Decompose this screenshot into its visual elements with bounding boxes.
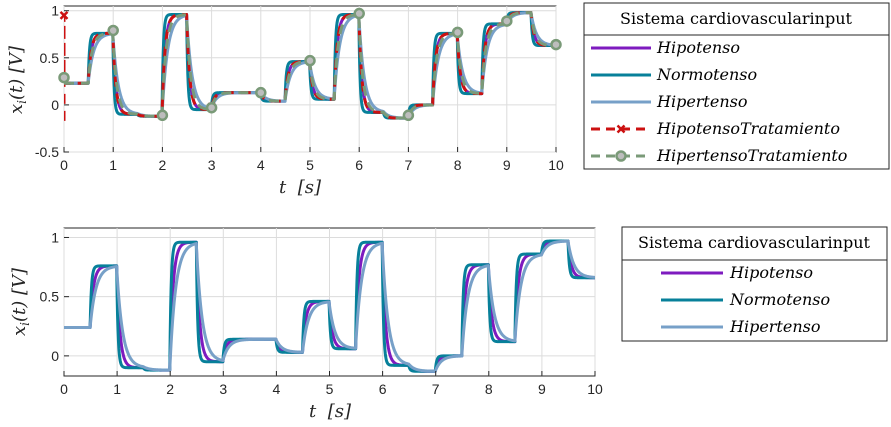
x-tick-label: 0 xyxy=(60,381,68,397)
x-tick-label: 1 xyxy=(113,381,121,397)
legend-entry-Hipotenso: Hipotenso xyxy=(661,263,813,282)
marker-o xyxy=(304,54,316,67)
legend-entry-Normotenso: Normotenso xyxy=(591,65,757,84)
bottom-legend-box xyxy=(621,226,888,342)
legend-entry-Hipertenso: Hipertenso xyxy=(591,92,747,111)
legend-label: Normotenso xyxy=(656,65,757,84)
x-tick-label: 7 xyxy=(405,157,413,173)
marker-o xyxy=(205,101,218,114)
y-tick-label: 0 xyxy=(51,348,59,364)
y-tick-label: -0.5 xyxy=(35,144,59,160)
legend-label: HipotensoTratamiento xyxy=(656,119,840,138)
legend-entry-Hipertenso: Hipertenso xyxy=(661,317,820,336)
x-tick-label: 8 xyxy=(454,157,462,173)
marker-o xyxy=(58,71,70,84)
marker-o xyxy=(451,26,464,39)
x-tick-label: 2 xyxy=(166,381,174,397)
marker-o xyxy=(402,109,415,122)
top-legend-entries: Hipotenso Normotenso Hipertenso HipotensoTr… xyxy=(591,38,847,165)
top-legend: Sistema cardiovascularinput Hipotenso Nor… xyxy=(583,2,890,170)
top-y-ticks: -0.5 0 0.5 1 xyxy=(35,3,69,160)
marker-o xyxy=(107,24,119,37)
marker-o xyxy=(353,7,365,20)
legend-entry-HipotensoTratamiento: HipotensoTratamiento xyxy=(591,119,840,138)
top-y-axis-label: xi(t) [V] xyxy=(6,45,29,114)
bottom-series xyxy=(64,239,595,373)
x-tick-label: 2 xyxy=(159,157,167,173)
x-tick-label: 0 xyxy=(60,157,68,173)
x-tick-label: 9 xyxy=(538,381,546,397)
x-tick-label: 5 xyxy=(306,157,314,173)
bottom-legend-entries: Hipotenso Normotenso Hipertenso xyxy=(661,263,830,336)
top-legend-title: Sistema cardiovascularinput xyxy=(620,9,852,28)
legend-label: Hipertenso xyxy=(729,317,820,336)
legend-entry-Normotenso: Normotenso xyxy=(661,290,830,309)
x-tick-label: 4 xyxy=(257,157,265,173)
bottom-grid xyxy=(63,228,596,376)
top-chart: 0 1 2 3 4 5 6 7 8 9 10 -0.500.51 t [s] xi(t) [V] xyxy=(6,3,564,198)
x-tick-label: 5 xyxy=(326,381,334,397)
marker-o xyxy=(255,86,267,99)
y-tick-label: 0.5 xyxy=(40,50,60,66)
x-tick-label: 8 xyxy=(485,381,493,397)
x-tick-label: 10 xyxy=(548,157,564,173)
legend-entry-Hipotenso: Hipotenso xyxy=(591,38,740,57)
bottom-legend-title: Sistema cardiovascularinput xyxy=(638,233,870,252)
x-tick-label: 3 xyxy=(219,381,227,397)
y-tick-label: 0.5 xyxy=(40,289,60,305)
x-tick-label: 10 xyxy=(587,381,603,397)
x-tick-label: 1 xyxy=(109,157,117,173)
x-tick-label: 6 xyxy=(355,157,363,173)
marker-x xyxy=(59,11,69,20)
bottom-y-ticks: 00.51 xyxy=(40,229,69,364)
legend-label: Hipotenso xyxy=(656,38,740,57)
legend-label: Normotenso xyxy=(729,290,830,309)
y-tick-label: 1 xyxy=(51,229,59,245)
top-legend-box xyxy=(583,2,890,170)
marker-o xyxy=(501,15,513,27)
bottom-x-ticks: 0 1 2 3 4 5 6 7 8 9 10 xyxy=(60,371,603,397)
x-tick-label: 7 xyxy=(432,381,440,397)
marker-o xyxy=(156,109,169,122)
top-x-axis-label: t [s] xyxy=(279,177,322,198)
y-tick-label: 1 xyxy=(51,3,59,19)
legend-entry-HipertensoTratamiento: HipertensoTratamiento xyxy=(591,146,847,165)
bottom-x-axis-label: t [s] xyxy=(309,401,352,422)
x-tick-label: 3 xyxy=(208,157,216,173)
bottom-chart: 0 1 2 3 4 5 6 7 8 9 10 00.51 t [s] xi(t) [V] xyxy=(9,227,603,422)
series-line-Hipertenso xyxy=(64,239,595,373)
x-tick-label: 9 xyxy=(503,157,511,173)
top-series xyxy=(58,7,562,122)
legend-label: Hipotenso xyxy=(729,263,813,282)
bottom-y-axis-label: xi(t) [V] xyxy=(9,267,32,336)
legend-label: HipertensoTratamiento xyxy=(656,146,847,165)
bottom-legend: Sistema cardiovascularinput Hipotenso Nor… xyxy=(621,226,888,342)
x-tick-label: 6 xyxy=(379,381,387,397)
y-tick-label: 0 xyxy=(51,97,59,113)
marker-o xyxy=(550,38,562,51)
legend-label: Hipertenso xyxy=(656,92,747,111)
x-tick-label: 4 xyxy=(273,381,281,397)
top-x-ticks: 0 1 2 3 4 5 6 7 8 9 10 xyxy=(60,147,564,173)
